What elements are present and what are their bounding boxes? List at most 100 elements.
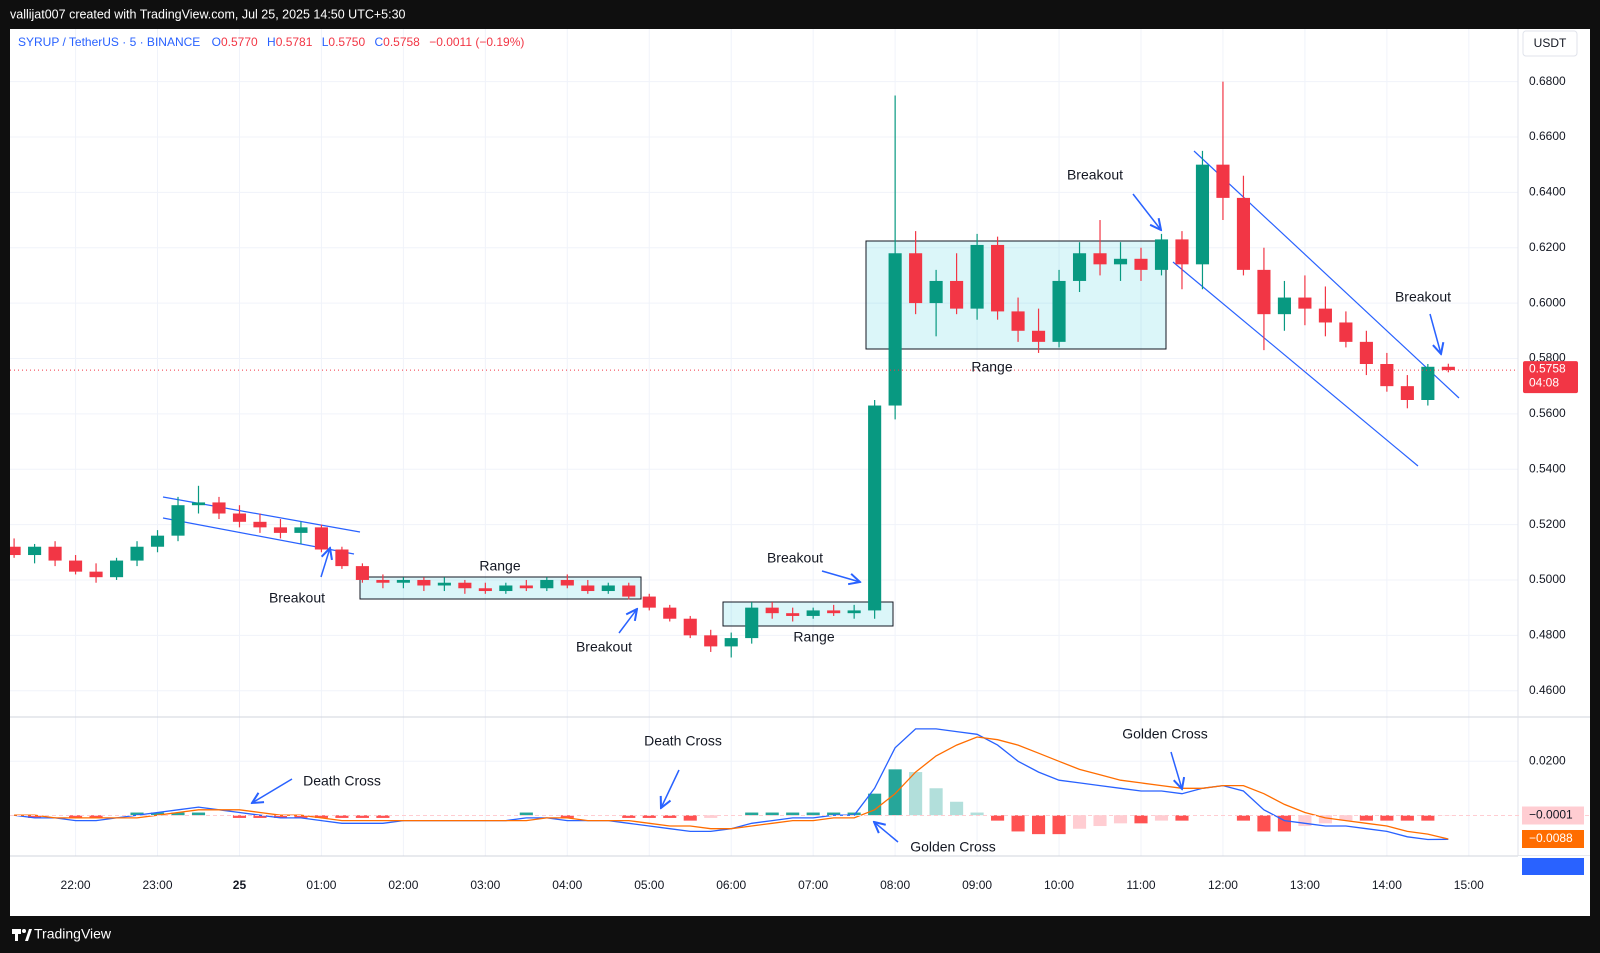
histogram-bar xyxy=(130,812,144,816)
histogram-bar xyxy=(1400,815,1414,821)
histogram-bar xyxy=(1113,815,1128,824)
signal-line xyxy=(14,736,1449,840)
histogram-bar xyxy=(1380,815,1394,821)
annotation: Breakout xyxy=(576,639,632,655)
candle-body xyxy=(1011,311,1025,331)
annotation: Golden Cross xyxy=(1122,726,1208,742)
legend-value: 0.5758 xyxy=(383,35,420,49)
legend: SYRUP / TetherUS · 5 · BINANCE O0.5770 H… xyxy=(18,35,524,49)
candle-body xyxy=(1154,239,1169,270)
histogram-bar xyxy=(745,812,759,816)
candle-body xyxy=(683,618,697,636)
arrow xyxy=(320,548,330,578)
candle-body xyxy=(888,253,902,406)
histogram-bar xyxy=(171,812,185,816)
y-tick-label: 0.6800 xyxy=(1529,74,1566,88)
histogram-bar xyxy=(950,801,964,816)
x-tick-label: 06:00 xyxy=(716,878,746,892)
histogram-bar xyxy=(704,815,718,818)
candle-body xyxy=(458,582,472,589)
y-tick-label: 0.5400 xyxy=(1529,461,1566,475)
candle-body xyxy=(1113,258,1128,265)
candle-body xyxy=(560,579,574,586)
histogram-bar xyxy=(1359,815,1373,821)
arrow xyxy=(618,609,637,634)
candle-body xyxy=(827,610,841,614)
candle-body xyxy=(253,521,267,528)
legend-value: 0.5750 xyxy=(328,35,365,49)
arrow xyxy=(821,570,860,582)
annotation: Breakout xyxy=(1395,289,1451,305)
histogram-bar xyxy=(232,815,247,818)
histogram-bar xyxy=(560,815,574,818)
legend-key: C xyxy=(374,35,383,49)
histogram-bar xyxy=(827,812,841,816)
legend-change: −0.0011 (−0.19%) xyxy=(429,35,524,49)
histogram-bar xyxy=(929,788,943,816)
histogram-bar xyxy=(314,815,328,818)
candles xyxy=(10,81,1455,658)
brand-logo xyxy=(12,929,32,941)
candle-body xyxy=(1277,297,1291,315)
y-tick-label: 0.6200 xyxy=(1529,240,1566,254)
candle-body xyxy=(1298,297,1312,309)
y-tick-label: 0.6000 xyxy=(1529,295,1566,309)
histogram-bar xyxy=(1175,815,1189,821)
histogram-bar xyxy=(1134,815,1148,824)
histogram-bar xyxy=(786,812,800,816)
y-tick-label: 0.5000 xyxy=(1529,572,1566,586)
x-tick-label: 23:00 xyxy=(143,878,173,892)
annotation: Range xyxy=(971,359,1012,375)
candle-body xyxy=(150,535,165,547)
x-tick-label: 11:00 xyxy=(1126,878,1155,892)
candle-body xyxy=(294,527,308,533)
credit: vallijat007 created with TradingView.com… xyxy=(10,7,406,21)
countdown: 04:08 xyxy=(1529,375,1559,389)
histogram-bar xyxy=(1031,815,1046,835)
histogram-bar xyxy=(28,815,42,818)
candle-body xyxy=(909,253,923,304)
candle-body xyxy=(171,505,185,536)
histogram-bar xyxy=(335,815,349,818)
histogram-bar xyxy=(1236,815,1251,821)
candle-body xyxy=(1380,364,1394,387)
histogram-bar xyxy=(642,815,656,818)
candle-body xyxy=(642,596,656,608)
candle-body xyxy=(622,585,636,597)
y-tick-label: 0.4800 xyxy=(1529,627,1566,641)
annotation: Breakout xyxy=(767,550,823,566)
x-tick-label: 01:00 xyxy=(306,878,336,892)
arrow xyxy=(1429,313,1441,354)
annotation: Death Cross xyxy=(644,733,722,749)
histogram-bar xyxy=(683,815,697,821)
candle-body xyxy=(704,635,718,647)
candle-body xyxy=(69,560,83,572)
candle-body xyxy=(417,579,431,586)
histogram-bar xyxy=(273,815,288,818)
histogram-bar xyxy=(765,812,779,816)
candle-body xyxy=(478,588,492,592)
y-tick-label: 0.0200 xyxy=(1529,753,1566,767)
annotation: Golden Cross xyxy=(910,839,996,855)
legend-key: O xyxy=(212,35,221,49)
x-tick-label: 25 xyxy=(233,878,247,892)
candle-body xyxy=(396,579,410,583)
candle-body xyxy=(314,527,328,550)
histogram-bar xyxy=(1072,815,1087,829)
histogram-bar xyxy=(888,769,902,816)
x-tick-label: 07:00 xyxy=(798,878,828,892)
histogram-bar xyxy=(1154,815,1169,821)
candle-body xyxy=(806,610,820,616)
legend-value: 0.5770 xyxy=(221,35,258,49)
x-tick-label: 12:00 xyxy=(1208,878,1238,892)
arrow xyxy=(661,769,680,808)
candle-body xyxy=(499,585,513,592)
arrow xyxy=(1132,193,1161,230)
channel-line xyxy=(1193,150,1460,399)
histogram-bar xyxy=(519,812,533,816)
arrow xyxy=(252,778,293,803)
candle-body xyxy=(1195,164,1210,265)
brand: TradingView xyxy=(34,926,112,942)
